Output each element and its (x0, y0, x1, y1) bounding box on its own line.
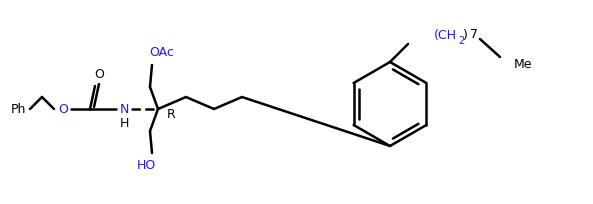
Text: N: N (119, 103, 129, 116)
Text: O: O (94, 68, 104, 81)
Text: R: R (167, 108, 176, 121)
Text: 2: 2 (458, 36, 464, 46)
Text: H: H (119, 117, 129, 130)
Text: 7: 7 (470, 28, 478, 41)
Text: OAc: OAc (149, 46, 174, 59)
Text: HO: HO (136, 159, 155, 172)
Text: O: O (58, 103, 68, 116)
Text: (CH: (CH (434, 28, 457, 41)
Text: Ph: Ph (10, 103, 25, 116)
Text: Me: Me (514, 57, 533, 70)
Text: ): ) (463, 28, 468, 41)
